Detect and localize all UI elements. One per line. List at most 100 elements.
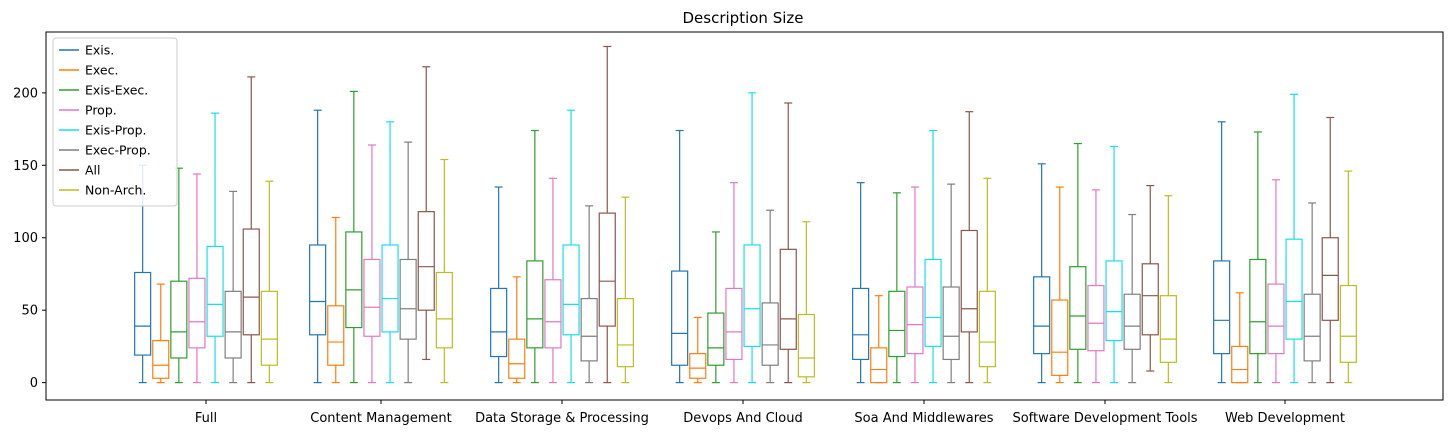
box-body [671, 270, 689, 366]
box-body [152, 339, 170, 379]
box-body [1105, 260, 1123, 342]
box-exis [1033, 163, 1051, 384]
box-body [544, 279, 562, 349]
box-body [870, 347, 888, 384]
box-exec-prop [1123, 213, 1141, 384]
box-non-arch [616, 196, 634, 384]
box-exis [309, 109, 327, 384]
box-non-arch [260, 180, 278, 384]
box-exec-prop [761, 209, 779, 384]
box-exis-exec [170, 167, 188, 384]
box-body [417, 211, 435, 311]
legend-label: Exis-Prop. [85, 123, 147, 138]
box-body [1159, 295, 1177, 363]
x-tick-label: Devops And Cloud [683, 411, 802, 426]
box-non-arch [978, 177, 996, 384]
legend-label: Exis-Exec. [85, 83, 148, 98]
x-tick-label: Data Storage & Processing [475, 411, 649, 426]
box-body [779, 248, 797, 350]
x-tick-label: Software Development Tools [1012, 411, 1197, 426]
box-body [743, 244, 761, 347]
box-body [1249, 258, 1267, 355]
box-exec [1051, 186, 1069, 384]
box-body [345, 231, 363, 329]
box-body [1141, 263, 1159, 336]
box-body [942, 286, 960, 361]
box-non-arch [1159, 195, 1177, 384]
box-exec [508, 276, 526, 384]
box-body [797, 313, 815, 378]
box-exec [689, 316, 707, 384]
box-exec [1231, 292, 1249, 384]
box-body [978, 290, 996, 368]
box-prop [363, 144, 381, 384]
box-body [1087, 284, 1105, 352]
x-tick-label: Full [195, 411, 217, 426]
box-exis-exec [1069, 142, 1087, 384]
box-body [960, 229, 978, 333]
box-body [924, 258, 942, 347]
box-body [363, 258, 381, 337]
box-body [598, 212, 616, 327]
box-exis [1213, 121, 1231, 384]
box-body [242, 228, 260, 336]
box-body [707, 312, 725, 366]
box-body [435, 271, 453, 349]
box-body [1123, 293, 1141, 350]
y-tick-label: 0 [30, 376, 38, 391]
y-tick-label: 50 [21, 304, 38, 319]
box-body [508, 338, 526, 379]
box-exis-prop [1105, 145, 1123, 384]
legend-label: Exec-Prop. [85, 143, 151, 158]
box-body [134, 271, 152, 356]
box-body [725, 287, 743, 361]
box-exis-prop [381, 121, 399, 384]
box-all [1321, 116, 1339, 384]
box-all [960, 111, 978, 384]
x-tick-label: Content Management [310, 411, 451, 426]
box-all [1141, 184, 1159, 372]
box-prop [544, 177, 562, 384]
box-prop [1087, 189, 1105, 384]
box-non-arch [797, 221, 815, 384]
box-prop [188, 173, 206, 384]
box-body [906, 286, 924, 355]
box-exis-prop [562, 109, 580, 384]
box-exec [327, 216, 345, 384]
box-exis-prop [743, 92, 761, 384]
chart-title: Description Size [683, 9, 804, 27]
box-exec-prop [224, 190, 242, 384]
box-all [242, 76, 260, 384]
box-body [526, 260, 544, 349]
box-exis-exec [1249, 131, 1267, 384]
legend-label: All [85, 163, 101, 178]
box-body [562, 244, 580, 336]
legend-frame [52, 37, 178, 207]
box-body [852, 287, 870, 361]
box-exec-prop [942, 183, 960, 384]
x-tick-label: Web Development [1225, 411, 1345, 426]
box-body [381, 244, 399, 333]
box-exec-prop [580, 205, 598, 384]
box-body [206, 245, 224, 337]
box-body [399, 258, 417, 340]
box-body [170, 280, 188, 359]
box-exis-prop [1285, 93, 1303, 384]
box-prop [906, 186, 924, 384]
box-body [188, 277, 206, 349]
legend-label: Non-Arch. [85, 183, 146, 198]
box-all [779, 102, 797, 384]
box-exis [671, 129, 689, 384]
box-body [1321, 237, 1339, 321]
box-exis-exec [526, 129, 544, 384]
legend-label: Exec. [85, 63, 118, 78]
box-body [616, 297, 634, 368]
box-exec [152, 283, 170, 384]
box-body [1285, 238, 1303, 340]
legend-label: Prop. [85, 103, 117, 118]
box-non-arch [435, 158, 453, 384]
box-exis-prop [206, 112, 224, 384]
box-body [327, 305, 345, 366]
